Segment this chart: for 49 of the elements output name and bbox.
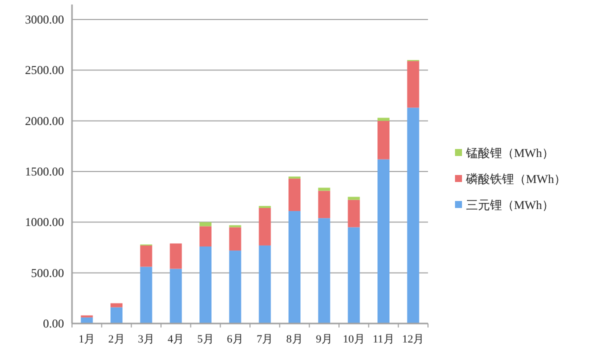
x-tick-label: 3月 [138,334,154,346]
x-tick-label: 9月 [316,334,332,346]
y-tick-label: 1000.00 [25,215,64,230]
bar [110,307,122,324]
bar [348,227,360,324]
x-tick-label: 12月 [402,334,424,346]
bar [140,266,152,324]
bar [80,317,93,324]
x-tick-label: 11月 [372,334,394,346]
bar [378,118,390,121]
bar [318,190,330,218]
bar [200,246,212,324]
y-tick-label: 3000.00 [25,12,64,26]
bar [318,188,330,191]
x-tick-label: 7月 [256,334,274,346]
x-tick-label: 1月 [78,334,96,346]
bar [229,227,242,251]
bar [288,211,300,324]
y-tick-label: 2000.00 [25,114,64,128]
bar [288,178,300,212]
x-tick-label: 5月 [197,334,214,346]
x-tick-label: 2月 [108,334,125,346]
bar [110,303,122,308]
bar [258,245,271,324]
legend-label: 三元锂（MWh） [466,198,554,212]
bar [348,200,360,228]
x-tick-label: 4月 [168,334,184,346]
y-tick-label: 2500.00 [25,63,64,78]
y-tick-label: 0.00 [43,316,64,330]
legend-label: 磷酸铁锂（MWh） [465,172,566,186]
y-tick-label: 500.00 [31,266,64,280]
y-tick-label: 1500.00 [25,164,64,178]
bar [170,243,182,269]
bar [258,208,271,246]
x-tick-label: 10月 [342,334,365,346]
x-tick-label: 6月 [226,334,244,346]
bar [318,218,330,324]
bar [200,226,212,246]
x-tick-label: 8月 [286,334,303,346]
legend-label: 锰酸锂（MWh） [465,146,554,160]
bar [229,250,242,324]
bar [378,159,390,324]
bar [407,108,420,324]
bar [200,222,212,226]
bar [170,268,182,324]
bar [378,120,390,160]
bar [140,245,152,267]
bar [348,196,360,200]
bar [407,61,420,108]
